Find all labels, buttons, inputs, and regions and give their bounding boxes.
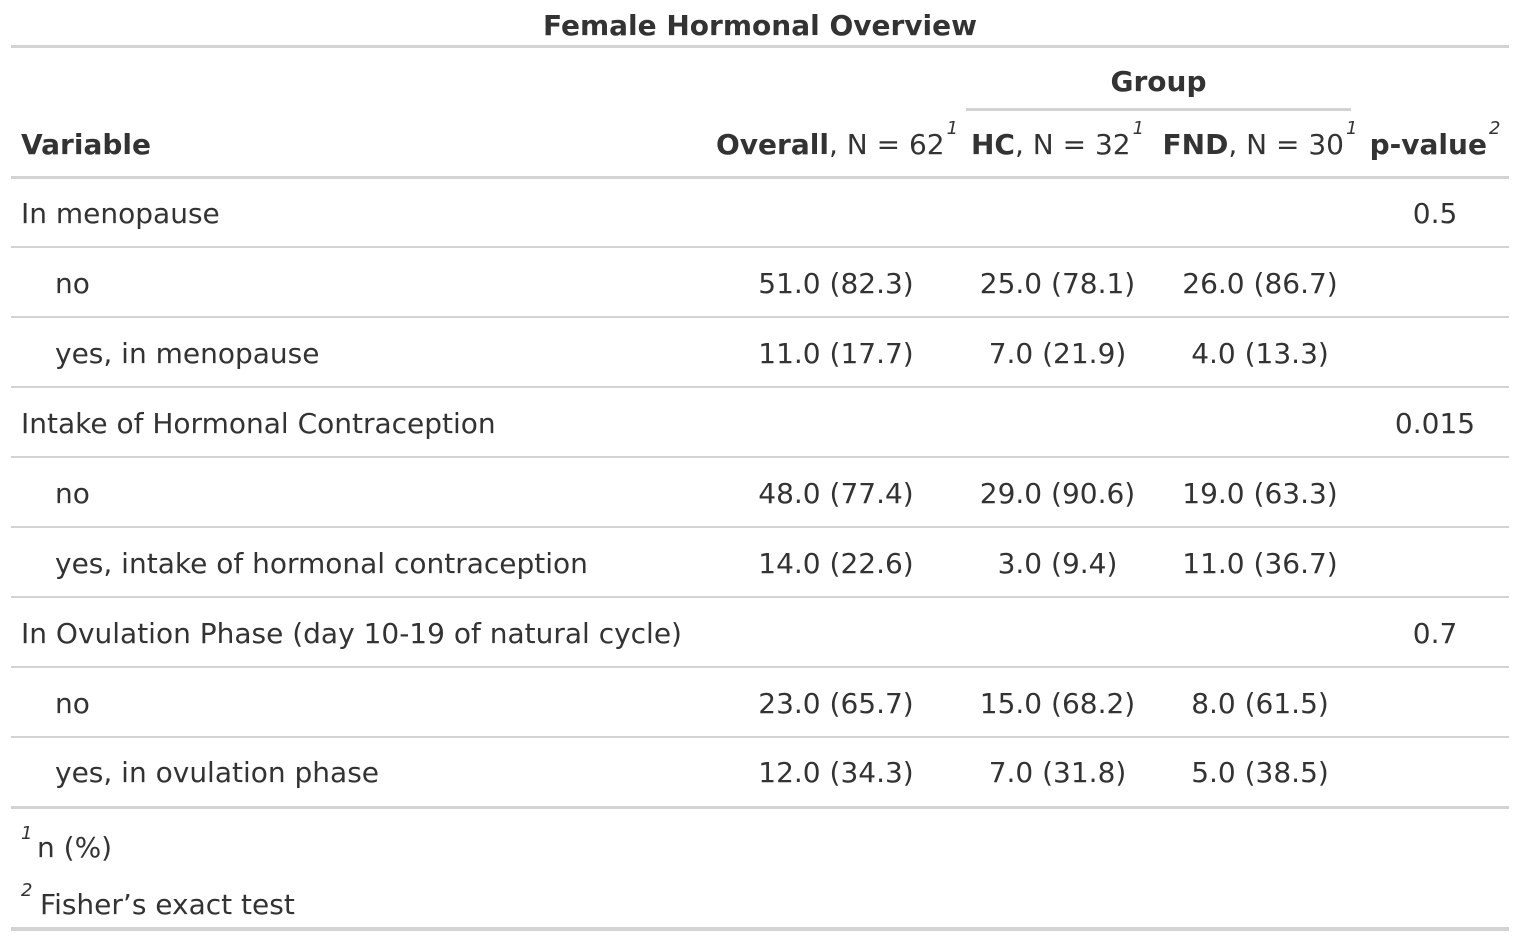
cell-pvalue [1361,457,1510,528]
cell-fnd: 4.0 (13.3) [1159,317,1362,388]
spanner-empty-overall [716,48,956,111]
column-header-fnd-n: , N = 30 [1228,127,1344,161]
row-label: no [11,667,716,738]
footnote-marker: 1 [946,117,959,139]
row-label: Intake of Hormonal Contraception [11,387,716,458]
column-header-hc: HC, N = 32 1 [956,111,1159,179]
footnote-marker: 1 [1346,117,1358,139]
table-row: In Ovulation Phase (day 10-19 of natural… [11,597,1510,668]
cell-overall: 48.0 (77.4) [716,457,956,528]
column-header-variable-label: Variable [21,127,151,161]
footnote: 2 Fisher’s exact test [11,866,1509,923]
cell-hc [956,597,1159,668]
cell-overall [716,177,956,248]
cell-fnd [1159,177,1362,248]
footnote-text: n (%) [37,830,113,864]
cell-pvalue [1361,527,1510,598]
spanner-empty-left [11,48,716,111]
footnote-marker: 2 [1488,117,1501,139]
table-row: no 51.0 (82.3) 25.0 (78.1) 26.0 (86.7) [11,247,1510,318]
column-header-overall-n: , N = 62 [828,127,945,161]
row-label: no [11,247,716,318]
summary-table-container: Female Hormonal Overview Group Variable … [11,0,1510,931]
cell-hc [956,177,1159,248]
column-header-pvalue: p-value 2 [1361,111,1510,179]
row-label: yes, in menopause [11,317,716,388]
cell-pvalue: 0.7 [1361,597,1510,668]
cell-pvalue: 0.015 [1361,387,1510,458]
cell-fnd [1159,597,1362,668]
cell-hc: 15.0 (68.2) [956,667,1159,738]
cell-pvalue [1361,317,1510,388]
column-header-hc-n: , N = 32 [1014,127,1131,161]
cell-fnd [1159,387,1362,458]
column-header-overall-bold: Overall [716,127,829,161]
cell-overall: 23.0 (65.7) [716,667,956,738]
cell-fnd: 19.0 (63.3) [1159,457,1362,528]
spanner-empty-right [1361,48,1509,111]
row-label: In Ovulation Phase (day 10-19 of natural… [11,597,716,668]
cell-overall: 14.0 (22.6) [716,527,956,598]
cell-overall [716,387,956,458]
footnote-mark: 2 [21,879,33,901]
column-header-fnd: FND, N = 30 1 [1159,111,1362,179]
cell-hc [956,387,1159,458]
table-title: Female Hormonal Overview [11,0,1509,48]
cell-fnd: 26.0 (86.7) [1159,247,1362,318]
footnote-text: Fisher’s exact test [40,887,295,921]
footnote-marker: 1 [1132,117,1145,139]
cell-fnd: 5.0 (38.5) [1159,737,1362,809]
row-label: no [11,457,716,528]
column-header-row: Variable Overall, N = 62 1 HC, N = 32 1 FN… [11,111,1510,179]
table-row: yes, in ovulation phase 12.0 (34.3) 7.0 … [11,737,1510,809]
table-row: Intake of Hormonal Contraception 0.015 [11,387,1510,458]
table-footnotes: 1 n (%) 2 Fisher’s exact test [11,809,1509,931]
row-label: yes, in ovulation phase [11,737,716,809]
table-row: In menopause 0.5 [11,177,1510,248]
column-header-fnd-bold: FND [1162,127,1229,161]
footnote-mark: 1 [21,822,33,844]
cell-pvalue [1361,247,1510,318]
cell-fnd: 11.0 (36.7) [1159,527,1362,598]
column-header-overall: Overall, N = 62 1 [716,111,959,179]
table-row: no 48.0 (77.4) 29.0 (90.6) 19.0 (63.3) [11,457,1510,528]
cell-overall: 51.0 (82.3) [716,247,956,318]
cell-overall: 11.0 (17.7) [716,317,956,388]
cell-hc: 25.0 (78.1) [956,247,1159,318]
footnote: 1 n (%) [11,809,1509,866]
column-header-variable: Variable [11,111,716,179]
cell-hc: 29.0 (90.6) [956,457,1159,528]
cell-hc: 3.0 (9.4) [956,527,1159,598]
cell-pvalue [1361,737,1510,809]
row-label: yes, intake of hormonal contraception [11,527,716,598]
table-row: no 23.0 (65.7) 15.0 (68.2) 8.0 (61.5) [11,667,1510,738]
group-spanner: Group [956,48,1361,111]
cell-overall [716,597,956,668]
table-row: yes, in menopause 11.0 (17.7) 7.0 (21.9)… [11,317,1510,388]
cell-hc: 7.0 (31.8) [956,737,1159,809]
row-label: In menopause [11,177,716,248]
column-header-hc-bold: HC [970,127,1015,161]
summary-table: Group Variable Overall, N = 62 1 HC, N = … [11,48,1510,809]
cell-hc: 7.0 (21.9) [956,317,1159,388]
cell-pvalue [1361,667,1510,738]
column-header-pvalue-bold: p-value [1369,127,1487,161]
cell-overall: 12.0 (34.3) [716,737,956,809]
table-row: yes, intake of hormonal contraception 14… [11,527,1510,598]
cell-fnd: 8.0 (61.5) [1159,667,1362,738]
spanner-row: Group [11,48,1509,111]
group-spanner-label: Group [966,65,1352,111]
cell-pvalue: 0.5 [1361,177,1510,248]
